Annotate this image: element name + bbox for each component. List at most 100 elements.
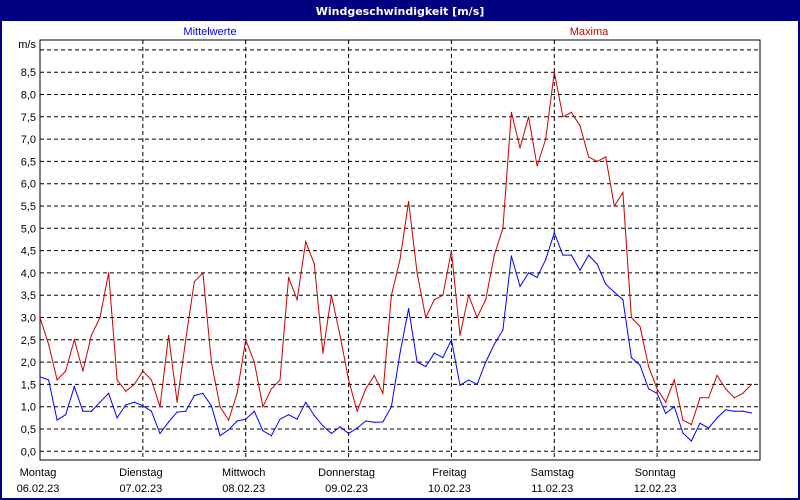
data-point-mittelwerte xyxy=(750,412,753,414)
data-point-mittelwerte xyxy=(39,376,41,378)
data-point-maxima xyxy=(210,361,213,363)
data-point-mittelwerte xyxy=(347,432,350,435)
data-point-mittelwerte xyxy=(433,352,435,354)
data-point-maxima xyxy=(390,294,393,296)
y-tick-label: 8,0 xyxy=(21,90,36,102)
data-point-mittelwerte xyxy=(90,410,93,412)
data-point-maxima xyxy=(716,374,718,377)
data-point-mittelwerte xyxy=(570,254,573,256)
x-tick-day: Donnerstag xyxy=(318,467,375,479)
data-point-mittelwerte xyxy=(596,263,598,265)
data-point-mittelwerte xyxy=(185,410,187,412)
data-point-maxima xyxy=(673,379,675,381)
data-point-mittelwerte xyxy=(47,379,50,381)
data-point-maxima xyxy=(639,325,641,328)
data-point-mittelwerte xyxy=(365,420,367,422)
data-point-mittelwerte xyxy=(459,384,461,386)
data-point-maxima xyxy=(39,316,41,319)
data-point-mittelwerte xyxy=(536,276,538,278)
y-tick-label: 0,0 xyxy=(21,446,36,458)
data-point-maxima xyxy=(107,272,110,274)
data-point-mittelwerte xyxy=(467,379,470,381)
data-point-maxima xyxy=(467,294,470,296)
y-tick-label: 2,0 xyxy=(21,357,36,369)
data-point-maxima xyxy=(193,281,195,283)
data-point-maxima xyxy=(322,352,324,354)
data-point-maxima xyxy=(296,299,298,301)
data-point-maxima xyxy=(330,294,333,296)
data-point-maxima xyxy=(339,334,341,336)
data-point-maxima xyxy=(262,406,264,408)
data-point-maxima xyxy=(227,419,230,421)
data-point-maxima xyxy=(519,147,521,149)
data-point-maxima xyxy=(279,379,281,381)
data-point-maxima xyxy=(56,379,58,381)
data-point-maxima xyxy=(287,276,290,278)
data-point-mittelwerte xyxy=(219,435,221,437)
data-point-maxima xyxy=(90,334,93,336)
data-point-maxima xyxy=(562,116,564,118)
data-point-mittelwerte xyxy=(73,386,75,388)
data-point-maxima xyxy=(305,241,307,243)
data-point-maxima xyxy=(347,379,350,381)
data-point-maxima xyxy=(570,111,573,113)
data-point-mittelwerte xyxy=(150,410,153,412)
data-point-mittelwerte xyxy=(733,410,735,412)
data-point-mittelwerte xyxy=(545,258,547,261)
y-tick-label: 6,5 xyxy=(21,156,36,168)
data-point-maxima xyxy=(545,138,547,140)
data-point-maxima xyxy=(150,379,153,381)
data-point-maxima xyxy=(596,160,598,162)
data-point-mittelwerte xyxy=(485,361,487,363)
legend-mittelwerte: Mittelwerte xyxy=(183,26,237,38)
data-point-mittelwerte xyxy=(125,404,127,406)
y-tick-label: 8,5 xyxy=(21,67,36,79)
data-point-maxima xyxy=(270,388,273,390)
data-point-maxima xyxy=(485,299,487,301)
data-point-maxima xyxy=(116,379,118,381)
data-point-mittelwerte xyxy=(519,285,521,287)
y-axis-label: m/s xyxy=(18,39,36,51)
x-tick-day: Samstag xyxy=(531,467,574,479)
data-point-mittelwerte xyxy=(630,357,633,359)
data-point-maxima xyxy=(73,339,75,341)
data-point-maxima xyxy=(527,116,530,118)
x-tick-day: Sonntag xyxy=(635,467,676,479)
data-point-maxima xyxy=(699,397,701,399)
data-point-mittelwerte xyxy=(322,425,324,427)
data-point-maxima xyxy=(553,71,555,73)
data-point-mittelwerte xyxy=(245,418,247,420)
data-point-mittelwerte xyxy=(227,429,230,431)
y-tick-label: 3,0 xyxy=(21,313,36,325)
data-point-mittelwerte xyxy=(270,435,273,437)
data-point-maxima xyxy=(82,370,84,372)
data-point-mittelwerte xyxy=(133,401,135,403)
data-point-maxima xyxy=(742,392,744,394)
data-point-maxima xyxy=(253,361,255,363)
data-point-maxima xyxy=(665,401,667,403)
data-point-mittelwerte xyxy=(716,417,718,419)
y-tick-label: 7,5 xyxy=(21,112,36,124)
data-point-mittelwerte xyxy=(287,414,290,416)
data-point-maxima xyxy=(647,365,650,368)
y-tick-label: 3,5 xyxy=(21,290,36,302)
data-point-mittelwerte xyxy=(262,430,264,432)
x-tick-day: Mittwoch xyxy=(222,467,265,479)
data-point-mittelwerte xyxy=(82,410,84,412)
data-point-maxima xyxy=(442,294,444,296)
data-point-maxima xyxy=(382,392,384,394)
data-point-mittelwerte xyxy=(382,421,384,423)
data-point-mittelwerte xyxy=(65,414,67,416)
data-point-maxima xyxy=(493,254,495,256)
data-point-mittelwerte xyxy=(116,417,118,419)
data-point-mittelwerte xyxy=(476,383,478,385)
data-point-mittelwerte xyxy=(236,420,238,422)
x-tick-date: 09.02.23 xyxy=(325,483,368,495)
data-point-mittelwerte xyxy=(193,394,195,397)
data-point-maxima xyxy=(587,156,590,158)
data-point-maxima xyxy=(613,205,615,207)
data-point-maxima xyxy=(416,272,418,274)
data-point-maxima xyxy=(707,397,710,399)
